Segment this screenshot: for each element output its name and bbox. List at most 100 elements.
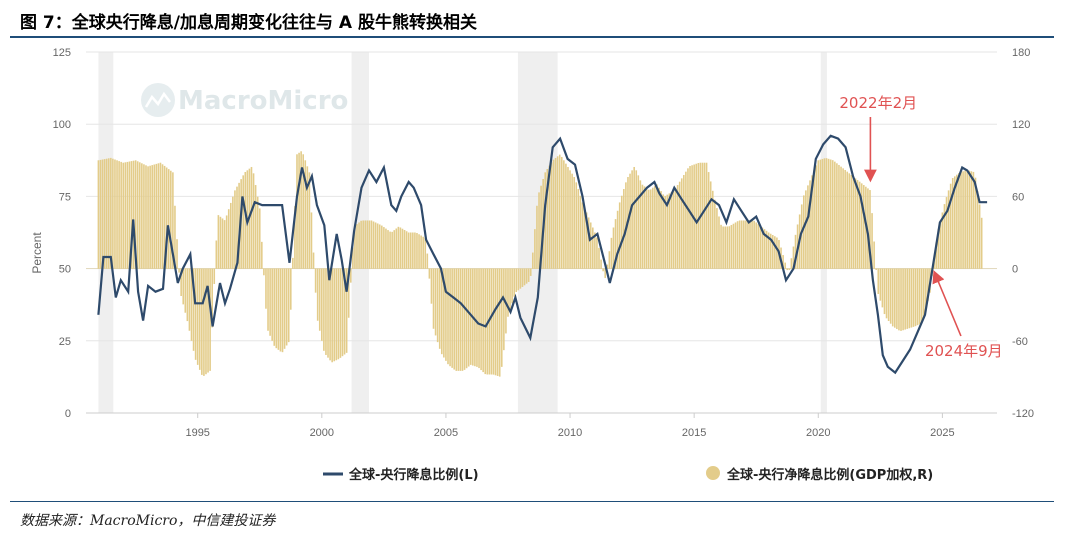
bar xyxy=(476,268,478,367)
line-series xyxy=(97,134,988,375)
bar xyxy=(753,220,755,269)
left-axis-ticks: 0 25 50 75 100 125 xyxy=(53,47,71,420)
bar xyxy=(463,268,466,370)
shaded-period xyxy=(351,52,369,413)
bar xyxy=(614,219,617,269)
bar xyxy=(685,171,687,269)
bar xyxy=(223,220,226,269)
right-axis-ticks: -120 -60 0 60 120 180 xyxy=(1012,47,1034,420)
bar xyxy=(205,268,207,375)
bar xyxy=(124,162,127,269)
bar xyxy=(825,158,828,269)
bar xyxy=(960,171,962,269)
bar xyxy=(794,234,797,269)
bar xyxy=(310,212,313,269)
bar xyxy=(850,175,853,269)
bar xyxy=(889,268,892,324)
bar xyxy=(391,231,393,269)
bar xyxy=(480,268,482,371)
legend: 全球-央行降息比例(L) 全球-央行净降息比例(GDP加权,R) xyxy=(323,466,933,483)
bar xyxy=(323,268,325,351)
bar xyxy=(769,233,772,269)
bar xyxy=(743,220,745,269)
bar xyxy=(978,204,981,269)
bar xyxy=(356,224,358,269)
bar xyxy=(807,185,809,269)
bar xyxy=(238,182,240,269)
bar xyxy=(805,190,807,269)
bar xyxy=(683,175,685,269)
bar xyxy=(767,232,770,269)
bar xyxy=(389,231,391,269)
bar xyxy=(906,268,909,329)
bar xyxy=(656,184,658,269)
bar xyxy=(941,212,944,269)
bar xyxy=(256,196,259,269)
bar xyxy=(637,175,640,269)
bar xyxy=(329,268,331,361)
bar xyxy=(616,210,619,269)
bar xyxy=(474,268,476,367)
bar xyxy=(209,268,211,371)
bar xyxy=(714,199,716,269)
bar xyxy=(451,268,453,368)
bar xyxy=(399,227,402,269)
legend-line-label: 全球-央行降息比例(L) xyxy=(348,467,479,483)
bar xyxy=(333,268,336,362)
bar xyxy=(606,264,609,269)
bar xyxy=(136,161,139,269)
bar xyxy=(397,226,400,269)
bar xyxy=(225,215,228,269)
bar xyxy=(809,180,811,269)
bar xyxy=(132,160,135,269)
bar xyxy=(426,253,429,269)
bar xyxy=(674,188,677,269)
bar xyxy=(271,268,273,341)
bar xyxy=(887,268,890,322)
bar xyxy=(244,171,247,269)
bar xyxy=(649,189,652,269)
x-tick-label: 1995 xyxy=(185,427,209,439)
watermark-logo-icon xyxy=(141,83,175,117)
bar xyxy=(734,222,737,269)
bar xyxy=(496,268,499,376)
bar xyxy=(687,168,689,269)
bar xyxy=(509,268,511,311)
bar xyxy=(639,180,642,269)
bar xyxy=(287,268,290,343)
y-axis-label: Percent xyxy=(30,232,44,274)
bar xyxy=(128,161,131,269)
bar xyxy=(519,268,522,289)
bar xyxy=(335,268,338,361)
bar xyxy=(720,224,722,269)
bar xyxy=(300,151,302,269)
bar xyxy=(403,229,406,269)
bar xyxy=(664,195,667,269)
bar xyxy=(521,268,524,287)
bar xyxy=(492,268,495,375)
bar xyxy=(250,166,253,269)
bar xyxy=(976,191,979,269)
bar xyxy=(360,220,362,269)
bar xyxy=(548,165,551,269)
bar xyxy=(600,259,602,269)
bar xyxy=(819,159,822,269)
watermark: MacroMicro xyxy=(178,86,348,116)
bar xyxy=(891,268,894,327)
bar xyxy=(937,229,940,269)
right-tick-label: 120 xyxy=(1012,119,1030,131)
bar xyxy=(184,268,187,313)
bar xyxy=(672,190,675,269)
bar xyxy=(854,178,857,269)
bar xyxy=(858,181,861,269)
bar xyxy=(635,170,638,269)
bar xyxy=(314,268,317,293)
bar xyxy=(558,154,561,269)
bar xyxy=(122,162,125,269)
bar xyxy=(958,173,960,269)
figure-title: 图 7：全球央行降息/加息周期变化往往与 A 股牛熊转换相关 xyxy=(20,13,477,33)
bar xyxy=(422,236,424,269)
bar xyxy=(912,268,915,327)
bar xyxy=(875,268,877,270)
bar xyxy=(730,224,733,269)
